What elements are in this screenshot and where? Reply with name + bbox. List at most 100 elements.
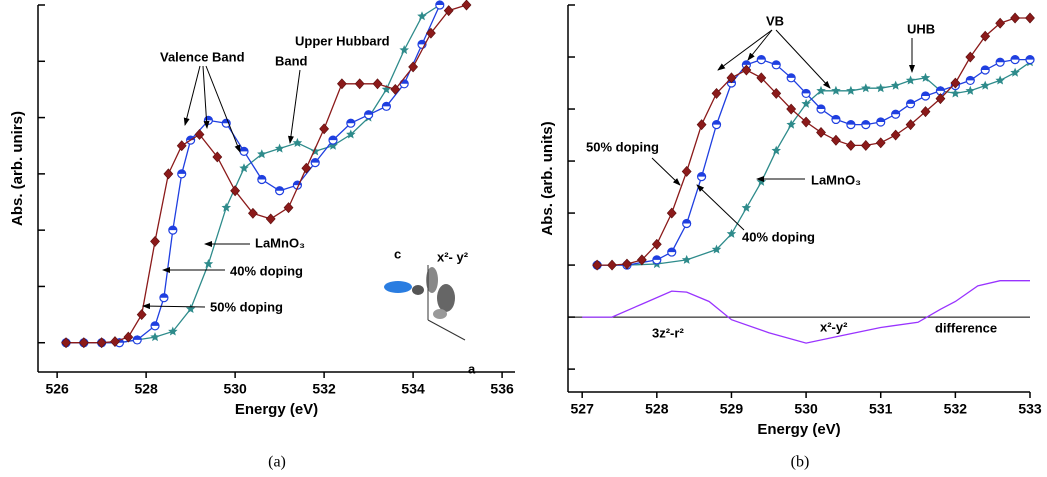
x-tick-label: 527 [571, 401, 595, 417]
marker-star [861, 83, 871, 92]
marker-circle [787, 74, 795, 82]
series-label: 40% doping [742, 229, 815, 244]
arrow [290, 70, 300, 143]
annotation: VB [766, 13, 784, 28]
chart: 527528529530531532533Energy (eV)Abs. (ar… [539, 5, 1042, 438]
series-label: 50% doping [210, 299, 283, 314]
marker-diamond [593, 260, 602, 270]
marker-circle [772, 61, 780, 69]
annotation: Band [275, 53, 308, 68]
marker-diamond [137, 310, 146, 320]
marker-star [742, 203, 752, 212]
marker-diamond [1026, 13, 1035, 23]
annotation: 3z²-r² [652, 325, 684, 340]
marker-circle [683, 219, 691, 227]
marker-circle [698, 173, 706, 181]
marker-circle [365, 111, 373, 119]
marker-circle [832, 115, 840, 123]
arrow [143, 306, 205, 307]
marker-diamond [831, 135, 840, 145]
marker-diamond [97, 338, 106, 348]
marker-star [293, 138, 303, 147]
series-line [66, 5, 467, 343]
marker-star [150, 332, 160, 341]
series-label: LaMnO₃ [255, 235, 305, 250]
marker-circle [133, 336, 141, 344]
caption: (b) [791, 454, 810, 471]
marker-circle [713, 121, 721, 129]
marker-diamond [462, 0, 471, 10]
annotation: Valence Band [160, 49, 245, 64]
series-label: 50% doping [586, 139, 659, 154]
marker-star [995, 75, 1005, 84]
marker-circle [802, 89, 810, 97]
marker-circle [892, 110, 900, 118]
marker-circle [169, 226, 177, 234]
x-tick-label: 536 [490, 381, 514, 397]
marker-circle [436, 1, 444, 9]
marker-diamond [891, 130, 900, 140]
marker-circle [276, 187, 284, 195]
marker-circle [347, 119, 355, 127]
annotation: c [394, 246, 401, 261]
arrow [697, 185, 744, 230]
x-tick-label: 532 [312, 381, 336, 397]
marker-circle [329, 136, 337, 144]
marker-diamond [337, 79, 346, 89]
arrow [185, 66, 200, 125]
annotation: a [468, 361, 476, 376]
marker-circle [862, 121, 870, 129]
marker-circle [382, 102, 390, 110]
marker-circle [907, 100, 915, 108]
marker-circle [847, 121, 855, 129]
marker-diamond [608, 260, 617, 270]
marker-star [891, 81, 901, 90]
marker-star [186, 304, 196, 313]
marker-circle [204, 116, 212, 124]
marker-star [772, 146, 782, 155]
annotation: Upper Hubbard [295, 33, 390, 48]
marker-star [831, 86, 841, 95]
marker-circle [160, 294, 168, 302]
marker-diamond [177, 141, 186, 151]
marker-circle [258, 175, 266, 183]
marker-circle [757, 56, 765, 64]
marker-circle [151, 322, 159, 330]
marker-circle [311, 159, 319, 167]
marker-star [204, 259, 214, 268]
y-axis-label: Abs. (arb. units) [539, 121, 556, 235]
marker-diamond [373, 79, 382, 89]
marker-circle [1026, 56, 1034, 64]
marker-diamond [62, 338, 71, 348]
marker-diamond [876, 138, 885, 148]
caption: (a) [268, 454, 286, 471]
x-tick-label: 533 [1018, 401, 1042, 417]
marker-diamond [320, 124, 329, 134]
figure: (a) (b) 526528530532534536Energy (eV)Abs… [0, 0, 1047, 477]
x-tick-label: 534 [401, 381, 425, 397]
marker-diamond [1011, 13, 1020, 23]
series-label: LaMnO₃ [811, 172, 861, 187]
marker-star [846, 86, 856, 95]
x-tick-label: 529 [720, 401, 744, 417]
annotation: x²-y² [820, 319, 848, 334]
marker-star [682, 255, 692, 264]
annotation: UHB [907, 21, 935, 36]
marker-circle [922, 92, 930, 100]
x-axis-label: Energy (eV) [757, 421, 840, 438]
marker-diamond [266, 214, 275, 224]
marker-diamond [302, 163, 311, 173]
marker-diamond [682, 166, 691, 176]
x-tick-label: 530 [223, 381, 247, 397]
marker-circle [817, 105, 825, 113]
marker-diamond [355, 79, 364, 89]
annotation: x²- y² [437, 249, 469, 264]
marker-circle [240, 147, 248, 155]
arrow [776, 30, 830, 88]
x-axis-label: Energy (eV) [235, 401, 318, 418]
marker-diamond [846, 140, 855, 150]
series-label: 40% doping [230, 263, 303, 278]
marker-circle [996, 58, 1004, 66]
marker-star [876, 83, 886, 92]
marker-circle [877, 118, 885, 126]
